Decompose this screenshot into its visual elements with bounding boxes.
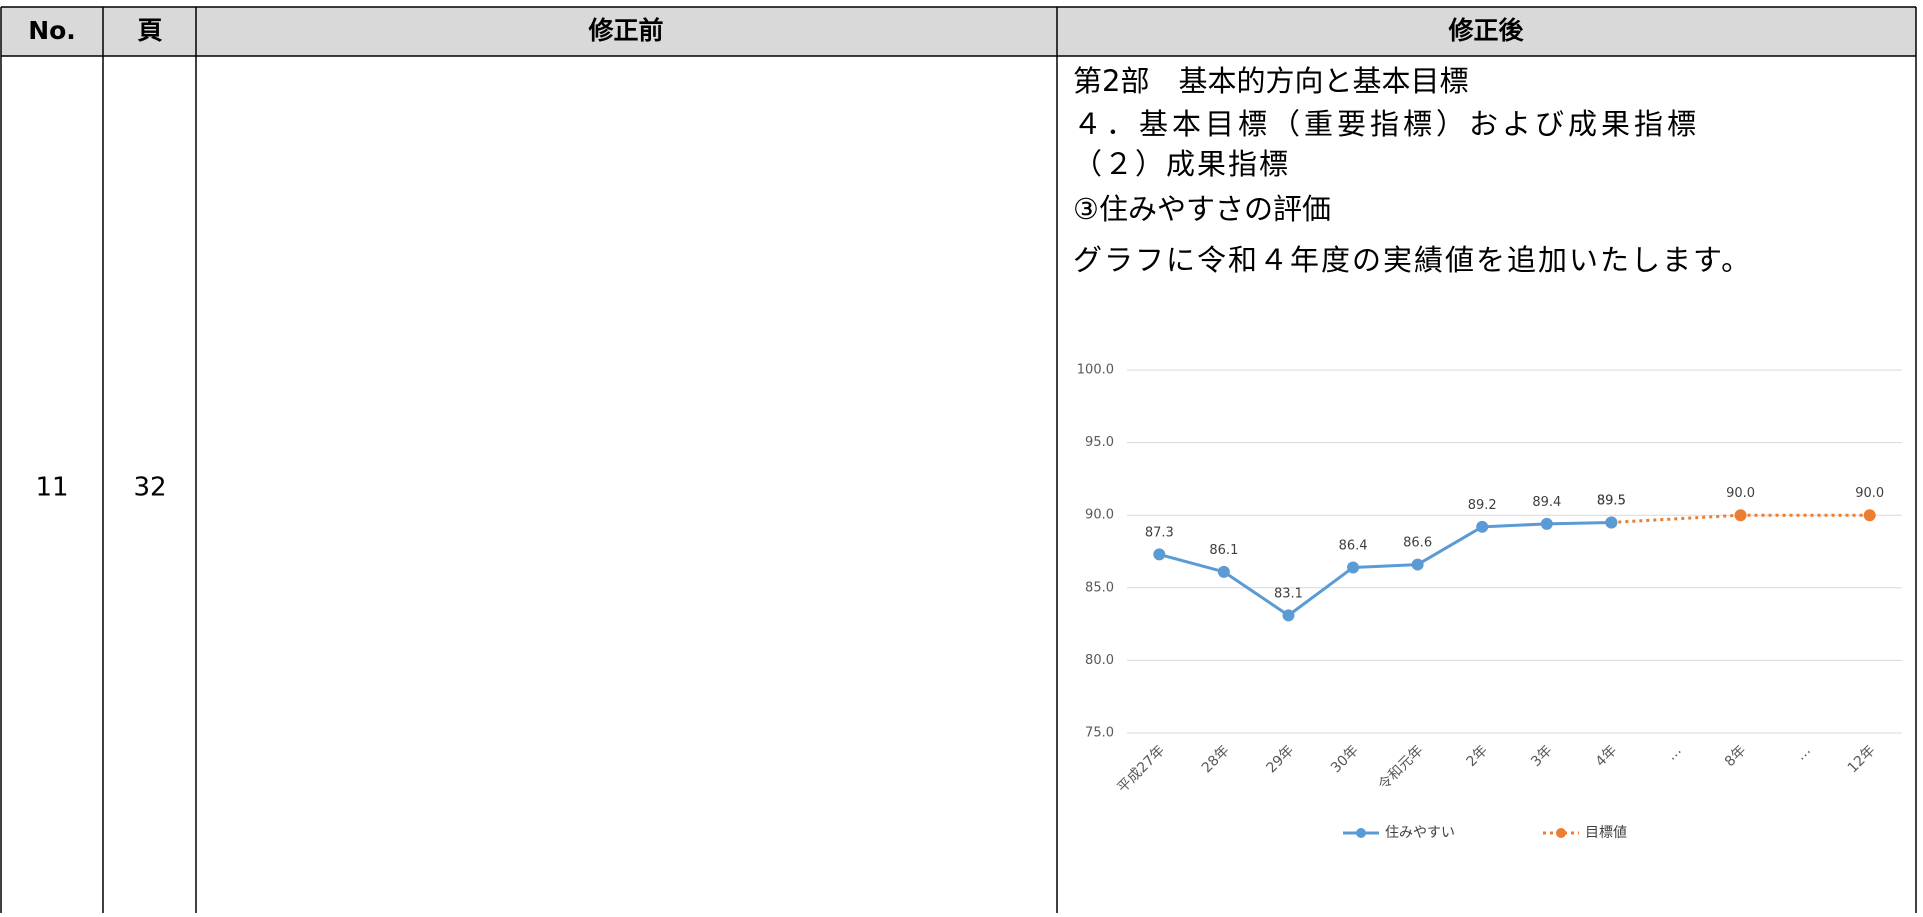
data-point [1347,561,1360,574]
cell-text: 第2部 基本的方向と基本目標 [1073,64,1468,98]
x-tick-label: … [1664,743,1685,764]
x-tick-label: 2年 [1464,743,1492,771]
legend-marker [1356,828,1366,838]
data-point [1476,520,1489,533]
data-point [1540,517,1553,530]
cell-text: グラフに令和４年度の実績値を追加いたします。 [1073,243,1752,277]
data-label: 86.1 [1209,543,1238,558]
data-label: 89.5 [1597,493,1626,508]
x-tick-label: … [1793,743,1814,764]
x-tick-label: 4年 [1593,743,1621,771]
header-cell: 頁 [137,16,162,45]
y-tick-label: 95.0 [1085,435,1114,450]
y-tick-label: 80.0 [1085,653,1114,668]
series-line [1158,552,1225,574]
data-label: 86.6 [1403,536,1432,551]
cell-text: ③住みやすさの評価 [1073,192,1331,226]
data-point [1217,565,1230,578]
data-label: 87.3 [1145,525,1174,540]
y-tick-label: 100.0 [1077,363,1114,378]
data-label: 83.1 [1274,586,1303,601]
x-tick-label: 令和元年 [1376,743,1427,794]
y-tick-label: 85.0 [1085,580,1114,595]
x-tick-label: 28年 [1199,743,1233,777]
legend-label: 目標値 [1585,825,1627,841]
series-line [1223,570,1290,617]
series-line [1482,522,1547,529]
x-tick-label: 29年 [1263,743,1297,777]
data-point [1282,609,1295,622]
data-label: 86.4 [1339,538,1368,553]
header-row [1,7,1916,56]
cell-text: （２）成果指標 [1073,147,1290,181]
series-line [1546,520,1612,526]
data-label: 89.2 [1468,498,1497,513]
data-point [1411,558,1424,571]
y-tick-label: 90.0 [1085,508,1114,523]
data-label: 90.0 [1855,486,1884,501]
data-label: 89.5 [1597,493,1626,508]
data-point [1153,548,1166,561]
series-line [1352,563,1418,569]
x-tick-label: 30年 [1328,743,1362,777]
x-tick-label: 3年 [1528,743,1556,771]
legend-label: 住みやすい [1385,825,1455,841]
data-point [1605,516,1618,529]
x-tick-label: 8年 [1722,743,1750,771]
x-tick-label: 平成27年 [1115,743,1169,797]
data-label: 90.0 [1726,486,1755,501]
series-line [1416,525,1483,566]
cell-text: ４．基本目標（重要指標）および成果指標 [1073,107,1700,141]
series-line [1611,513,1741,524]
header-cell: 修正前 [587,16,663,45]
cell-page: 32 [133,473,166,503]
data-label: 89.4 [1532,495,1561,510]
legend-marker [1556,828,1566,838]
cell-no: 11 [35,473,68,503]
x-tick-label: 12年 [1845,743,1879,777]
series-line [1287,566,1354,617]
data-point [1863,509,1876,522]
header-cell: 修正後 [1447,16,1524,45]
table-lines [0,6,1917,913]
data-point [1734,509,1747,522]
y-tick-label: 75.0 [1085,726,1114,741]
header-cell: No. [28,16,76,45]
